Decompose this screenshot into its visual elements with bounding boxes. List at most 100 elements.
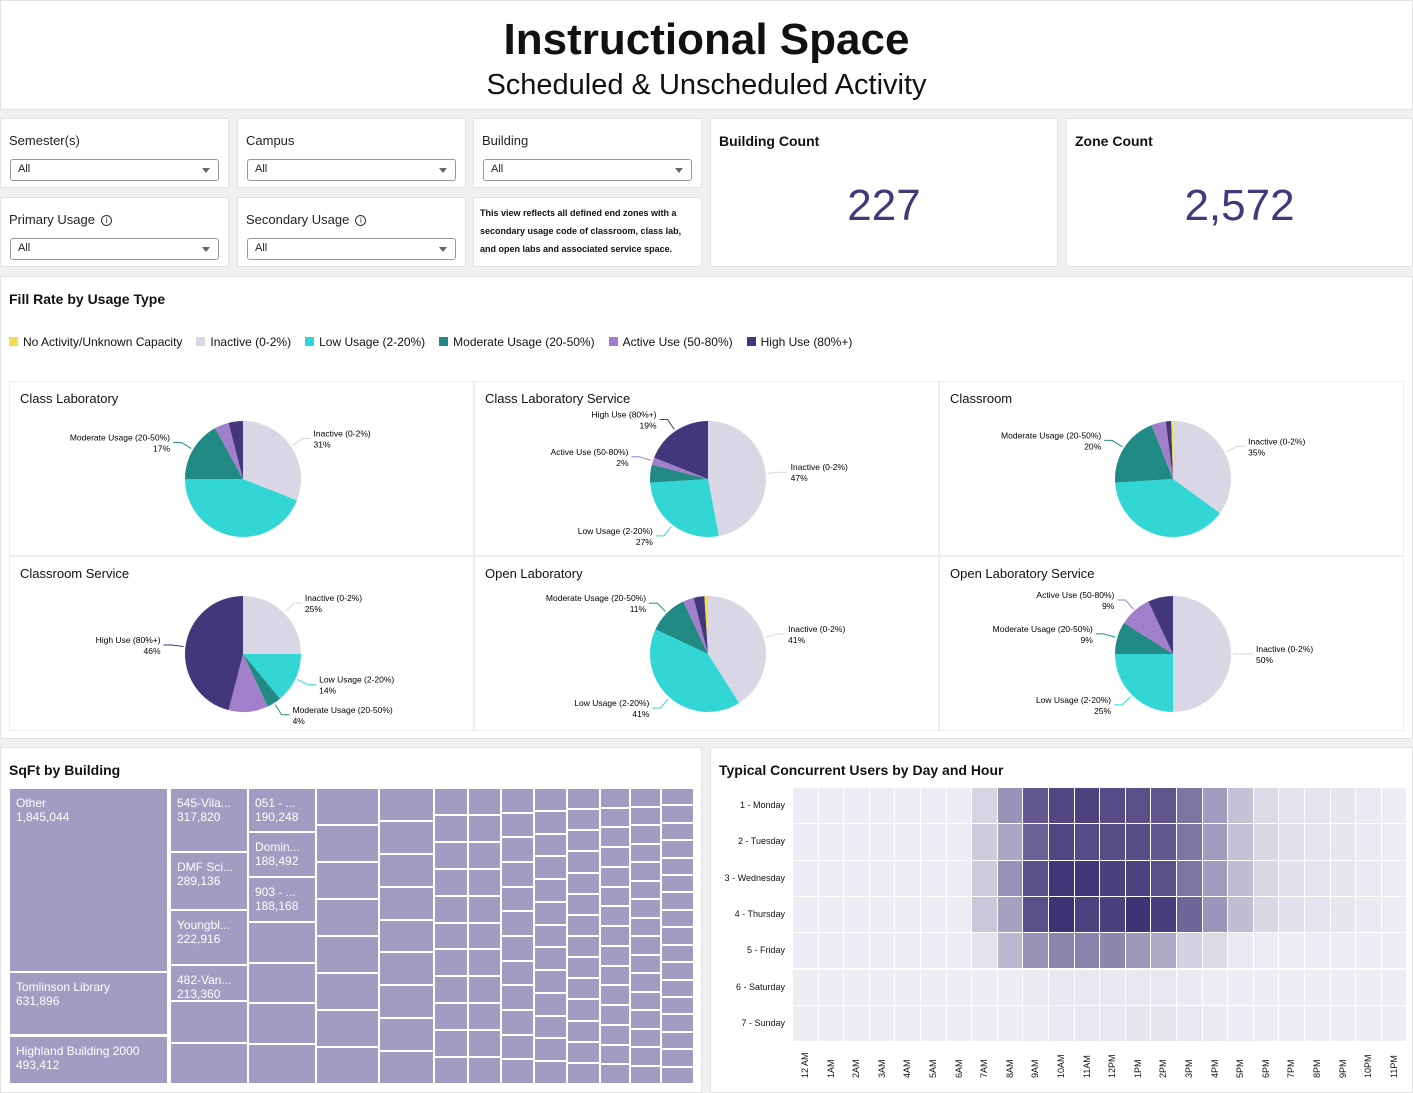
- pie-slice[interactable]: [650, 479, 719, 537]
- treemap-tile[interactable]: [501, 985, 534, 1010]
- heatmap-cell[interactable]: [793, 896, 818, 933]
- treemap-tile[interactable]: [379, 985, 434, 1019]
- treemap-tile[interactable]: [534, 970, 567, 993]
- pie-slice[interactable]: [650, 629, 740, 712]
- heatmap-cell[interactable]: [997, 969, 1023, 1005]
- treemap-tile[interactable]: [630, 917, 661, 936]
- pie-slice[interactable]: [1115, 479, 1220, 537]
- heatmap-cell[interactable]: [1023, 824, 1048, 860]
- treemap-tile[interactable]: [600, 906, 630, 927]
- treemap-tile[interactable]: [630, 843, 661, 862]
- heatmap-cell[interactable]: [1228, 969, 1253, 1005]
- treemap-tile[interactable]: [379, 952, 434, 986]
- heatmap-cell[interactable]: [1049, 933, 1074, 969]
- treemap-tile[interactable]: [630, 1028, 661, 1047]
- heatmap-cell[interactable]: [1228, 860, 1253, 896]
- heatmap-cell[interactable]: [997, 933, 1023, 969]
- treemap-tile[interactable]: [600, 807, 630, 828]
- treemap-tile[interactable]: [468, 922, 501, 950]
- treemap-tile[interactable]: [567, 788, 600, 810]
- heatmap-cell[interactable]: [1279, 824, 1304, 860]
- treemap-tile[interactable]: [534, 788, 567, 811]
- heatmap-cell[interactable]: [1023, 969, 1048, 1005]
- treemap-tile[interactable]: [316, 936, 379, 973]
- treemap-tile[interactable]: [661, 927, 694, 945]
- treemap-tile[interactable]: [501, 1059, 534, 1084]
- heatmap-cell[interactable]: [869, 788, 895, 824]
- heatmap-cell[interactable]: [869, 969, 895, 1005]
- heatmap-cell[interactable]: [1279, 1005, 1304, 1042]
- heatmap-cell[interactable]: [1228, 1005, 1253, 1042]
- heatmap-cell[interactable]: [895, 1005, 920, 1042]
- treemap-tile[interactable]: [661, 840, 694, 858]
- heatmap-cell[interactable]: [1202, 824, 1228, 860]
- heatmap-cell[interactable]: [946, 1005, 972, 1042]
- treemap-tile[interactable]: [434, 841, 468, 869]
- treemap-tile[interactable]: [434, 1003, 468, 1031]
- heatmap-cell[interactable]: [793, 933, 818, 969]
- heatmap-cell[interactable]: [1228, 788, 1253, 824]
- treemap-tile[interactable]: [600, 886, 630, 907]
- pie-slice[interactable]: [1148, 596, 1173, 654]
- heatmap-cell[interactable]: [1125, 896, 1151, 933]
- heatmap-cell[interactable]: [1074, 969, 1100, 1005]
- heatmap-cell[interactable]: [1356, 788, 1381, 824]
- treemap-tile[interactable]: [316, 788, 379, 825]
- treemap-tile[interactable]: [316, 1010, 379, 1047]
- treemap-tile[interactable]: [661, 1049, 694, 1067]
- treemap-tile[interactable]: [434, 814, 468, 842]
- pie-slice[interactable]: [1171, 421, 1173, 479]
- treemap-tile[interactable]: Youngbl... 222,916: [170, 910, 248, 965]
- pie-slice[interactable]: [650, 464, 708, 483]
- pie-slice[interactable]: [185, 479, 297, 537]
- treemap-tile[interactable]: [501, 788, 534, 813]
- heatmap-cell[interactable]: [1305, 788, 1330, 824]
- heatmap-cell[interactable]: [1151, 788, 1176, 824]
- treemap-tile[interactable]: [661, 788, 694, 806]
- heatmap-cell[interactable]: [946, 933, 972, 969]
- treemap-tile[interactable]: [534, 1015, 567, 1039]
- treemap-tile[interactable]: [434, 976, 468, 1004]
- pie-slice[interactable]: [1165, 421, 1173, 479]
- heatmap-cell[interactable]: [895, 933, 920, 969]
- info-icon[interactable]: i: [355, 215, 367, 227]
- heatmap-cell[interactable]: [1151, 896, 1176, 933]
- pie-slice[interactable]: [683, 597, 708, 654]
- heatmap-cell[interactable]: [1305, 969, 1330, 1005]
- heatmap-cell[interactable]: [1253, 969, 1279, 1005]
- treemap-tile[interactable]: [661, 1066, 694, 1084]
- heatmap-cell[interactable]: [997, 788, 1023, 824]
- heatmap-cell[interactable]: [972, 1005, 997, 1042]
- treemap-tile[interactable]: [316, 1047, 379, 1084]
- heatmap-cell[interactable]: [1330, 896, 1356, 933]
- treemap-tile[interactable]: [661, 892, 694, 910]
- treemap-tile[interactable]: [600, 926, 630, 946]
- pie-slice[interactable]: [1115, 425, 1173, 483]
- treemap-tile[interactable]: [468, 1030, 501, 1058]
- treemap-tile[interactable]: [501, 837, 534, 862]
- treemap-tile[interactable]: [630, 936, 661, 955]
- heatmap-cell[interactable]: [1074, 824, 1100, 860]
- treemap-tile[interactable]: [468, 814, 501, 842]
- treemap-tile[interactable]: [630, 825, 661, 844]
- treemap-tile[interactable]: [661, 944, 694, 963]
- heatmap-cell[interactable]: [869, 933, 895, 969]
- heatmap-cell[interactable]: [1049, 1005, 1074, 1042]
- legend-item[interactable]: Moderate Usage (20-50%): [439, 335, 595, 349]
- treemap-tile[interactable]: [468, 976, 501, 1004]
- treemap-tile[interactable]: [661, 875, 694, 893]
- heatmap-cell[interactable]: [844, 788, 869, 824]
- heatmap-cell[interactable]: [1125, 860, 1151, 896]
- treemap-tile[interactable]: [170, 1001, 248, 1043]
- treemap-tile[interactable]: [534, 924, 567, 948]
- heatmap-cell[interactable]: [1356, 1005, 1381, 1042]
- pie-slice[interactable]: [708, 421, 766, 536]
- heatmap-cell[interactable]: [1381, 969, 1407, 1005]
- treemap-tile[interactable]: 051 - ... 190,248: [248, 788, 316, 832]
- heatmap-cell[interactable]: [1177, 1005, 1202, 1042]
- treemap-tile[interactable]: [567, 1041, 600, 1063]
- treemap-tile[interactable]: Tomlinson Library 631,896: [9, 972, 168, 1035]
- heatmap-cell[interactable]: [1305, 933, 1330, 969]
- heatmap-cell[interactable]: [1125, 969, 1151, 1005]
- treemap-tile[interactable]: [501, 1010, 534, 1035]
